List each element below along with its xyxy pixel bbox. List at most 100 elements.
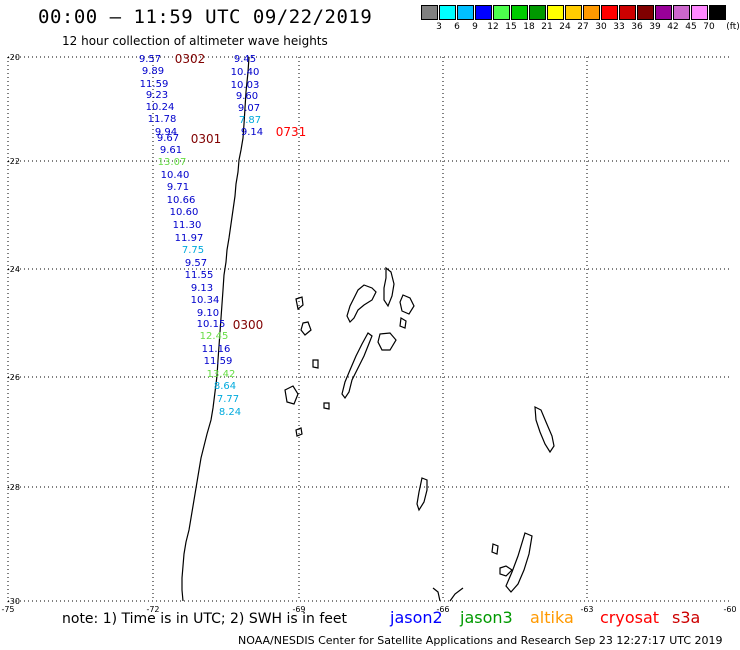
- wave-height-value: 10.34: [191, 295, 220, 306]
- legend-swatch: [691, 5, 708, 20]
- lon-label: -60: [723, 605, 736, 614]
- legend-label: 70: [703, 22, 715, 32]
- satellite-s3a: s3a: [672, 608, 701, 627]
- lat-lon-grid: -20 -22 -24 -26 -28 -30-75 -72 -69 -66 -63 -60: [1, 53, 736, 614]
- wave-height-value: 9.07: [238, 103, 260, 114]
- wave-height-value: 11.59: [140, 79, 169, 90]
- legend-swatch: [619, 5, 636, 20]
- legend-swatch: [601, 5, 618, 20]
- wave-height-value: 11.97: [175, 233, 204, 244]
- wave-height-value: 11.59: [204, 356, 233, 367]
- satellite-cryosat: cryosat: [600, 608, 660, 627]
- wave-height-value: 10.40: [161, 170, 190, 181]
- legend-swatch: [673, 5, 690, 20]
- legend-label: 45: [685, 22, 697, 32]
- legend-swatch: [655, 5, 672, 20]
- legend-swatch: [637, 5, 654, 20]
- legend-label: 6: [454, 22, 460, 32]
- legend-swatch: [421, 5, 438, 20]
- lon-label: -63: [580, 605, 593, 614]
- legend-swatch: [583, 5, 600, 20]
- pass-time-label: 0300: [233, 318, 264, 332]
- salt-lake-6: [399, 317, 407, 329]
- wave-height-value: 9.10: [197, 308, 219, 319]
- legend-swatch: [565, 5, 582, 20]
- salt-lake-14: [416, 477, 428, 512]
- lon-label: -69: [292, 605, 305, 614]
- map-frame: [7, 56, 730, 602]
- legend-label: 18: [523, 22, 535, 32]
- lon-label: -72: [146, 605, 159, 614]
- wave-height-value: 10.24: [146, 102, 175, 113]
- wave-height-value: 11.55: [185, 270, 214, 281]
- salt-lake-3: [383, 266, 395, 308]
- legend-swatch: [529, 5, 546, 20]
- wave-height-value: 9.94: [155, 127, 177, 138]
- wave-height-value: 9.89: [142, 66, 164, 77]
- salt-lake-13: [534, 405, 555, 454]
- wave-height-value: 9.67: [157, 133, 179, 144]
- lat-label: -24: [7, 265, 20, 274]
- legend-swatch: [439, 5, 456, 20]
- coastline: [181, 56, 555, 602]
- wave-height-value: 10.60: [170, 207, 199, 218]
- wave-height-value: 11.16: [202, 344, 231, 355]
- lon-label: -66: [436, 605, 449, 614]
- salt-lake-8: [300, 321, 312, 336]
- wave-height-value: 7.77: [217, 394, 239, 405]
- wave-height-value: 10.66: [167, 195, 196, 206]
- satellite-jason2: jason2: [390, 608, 443, 627]
- legend-label: 39: [649, 22, 661, 32]
- legend-swatch: [457, 5, 474, 20]
- lon-label: -75: [1, 605, 14, 614]
- credit-line: NOAA/NESDIS Center for Satellite Applica…: [238, 634, 723, 647]
- wave-height-value: 9.23: [146, 90, 168, 101]
- legend-label: 30: [595, 22, 607, 32]
- pass-time-label: 0302: [175, 52, 206, 66]
- legend-label: 42: [667, 22, 679, 32]
- wave-height-value: 9.45: [234, 54, 256, 65]
- legend-swatch: [709, 5, 726, 20]
- lat-label: -26: [7, 373, 20, 382]
- legend-label: 24: [559, 22, 571, 32]
- pass-time-label: 0301: [191, 132, 222, 146]
- wave-height-value: 9.57: [139, 54, 161, 65]
- wave-height-value: 10.15: [197, 319, 226, 330]
- legend-label: 33: [613, 22, 625, 32]
- chart-title: 00:00 – 11:59 UTC 09/22/2019: [38, 6, 373, 28]
- wave-height-value: 10.40: [231, 67, 260, 78]
- wave-height-value: 13.07: [158, 157, 187, 168]
- wave-height-value: 9.71: [167, 182, 189, 193]
- lat-label: -20: [7, 53, 20, 62]
- legend-swatch: [493, 5, 510, 20]
- wave-height-value: 7.75: [182, 245, 204, 256]
- salt-lake-16: [505, 532, 533, 593]
- legend-label: 9: [472, 22, 478, 32]
- legend-label: 15: [505, 22, 517, 32]
- wave-height-value: 9.14: [241, 127, 263, 138]
- footer-note: note: 1) Time is in UTC; 2) SWH is in fe…: [62, 611, 348, 627]
- wave-height-value: 10.03: [231, 80, 260, 91]
- salt-lake-17: [499, 565, 513, 577]
- wave-height-value: 9.61: [160, 145, 182, 156]
- salt-lake-11: [323, 402, 330, 410]
- salt-lake-10: [312, 359, 319, 369]
- salt-lake-7: [295, 296, 304, 311]
- wave-height-value: 8.24: [219, 407, 241, 418]
- wave-height-value: 11.78: [148, 114, 177, 125]
- pass-time-label: 0731: [276, 125, 307, 139]
- salt-lake-9: [284, 385, 299, 405]
- legend-swatch: [475, 5, 492, 20]
- wave-height-value: 9.57: [185, 258, 207, 269]
- wave-height-value: 8.64: [214, 381, 236, 392]
- lat-label: -30: [7, 597, 20, 606]
- wave-height-value: 9.13: [191, 283, 213, 294]
- chile-coastline: [181, 56, 250, 602]
- legend-label: 21: [541, 22, 553, 32]
- satellite-jason3: jason3: [460, 608, 513, 627]
- lat-label: -28: [7, 483, 20, 492]
- wave-height-value: 11.30: [173, 220, 202, 231]
- argentina-province-boundary: [432, 587, 464, 602]
- legend-swatch: [511, 5, 528, 20]
